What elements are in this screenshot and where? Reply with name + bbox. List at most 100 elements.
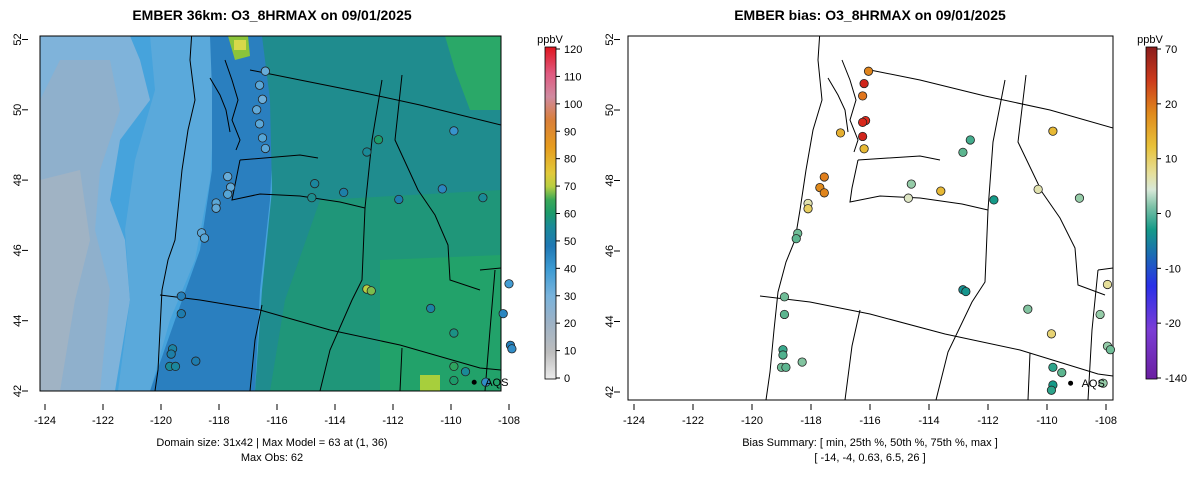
bias-station-marker (1048, 126, 1058, 136)
left-panel: EMBER 36km: O3_8HRMAX on 09/01/2025 (12, 7, 582, 464)
y-tick-label: 52 (12, 33, 24, 45)
bias-station-marker (819, 172, 829, 182)
left-boundaries (154, 36, 501, 391)
colorbar-tick-label: 70 (1165, 44, 1177, 56)
x-tick-label: -112 (977, 415, 998, 427)
obs-station-marker (366, 286, 376, 296)
inland-blue-field (150, 36, 275, 391)
coastline (154, 36, 196, 391)
obs-station-marker (255, 119, 265, 129)
right-x-axis: -124 -122 -120 -118 -116 -114 -112 -110 -108 (623, 404, 1117, 427)
y-tick-label: 44 (604, 315, 616, 327)
obs-station-marker (223, 189, 233, 199)
obs-station-marker (394, 194, 404, 205)
colorbar-tick-label: 10 (1165, 154, 1177, 166)
wy-border (479, 267, 501, 271)
inner-coast (841, 59, 859, 153)
colorbar-tick-label: 10 (564, 346, 576, 358)
left-footer-line1: Domain size: 31x42 | Max Model = 63 at (… (156, 437, 387, 449)
left-colorbar-unit: ppbV (537, 34, 563, 46)
bias-station-marker (858, 117, 868, 127)
obs-station-marker (339, 187, 349, 198)
aqs-label: AQS (485, 377, 508, 389)
obs-station-marker (449, 361, 459, 371)
wa-or-border (231, 159, 366, 209)
bias-station-marker (1048, 362, 1058, 372)
x-tick-label: -124 (34, 415, 56, 427)
colorbar-tick-label: -20 (1165, 318, 1181, 330)
colorbar-tick-label: 110 (564, 71, 582, 83)
colorbar-tick-label: 20 (1165, 99, 1177, 111)
y-tick-label: 52 (604, 33, 616, 45)
obs-station-marker (449, 328, 459, 338)
bias-station-marker (1046, 385, 1057, 395)
x-tick-label: -122 (682, 415, 704, 427)
y-tick-label: 42 (12, 385, 24, 397)
obs-station-marker (498, 309, 508, 319)
right-plot-frame (627, 35, 1114, 401)
x-tick-label: -108 (498, 415, 520, 427)
colorbar-tick-label: 100 (564, 99, 582, 111)
obs-station-marker (176, 309, 186, 319)
colorbar-tick-label: 120 (564, 44, 582, 56)
obs-station-marker (176, 291, 186, 301)
peak-cell-south (420, 375, 440, 391)
bias-station-marker (779, 292, 790, 302)
x-tick-label: -120 (150, 415, 172, 427)
left-panel-title: EMBER 36km: O3_8HRMAX on 09/01/2025 (132, 7, 412, 23)
province-border (869, 69, 1113, 129)
bias-station-marker (903, 193, 913, 203)
obs-station-marker (211, 203, 221, 213)
left-plot-frame (39, 35, 502, 392)
wa-or-border (849, 159, 989, 211)
colorbar-tick-label: -10 (1165, 263, 1181, 275)
bias-station-marker (779, 309, 790, 320)
colorbar-tick-label: 80 (564, 154, 576, 166)
island-coast (209, 77, 231, 133)
aqs-station-dot (471, 379, 477, 385)
y-tick-label: 50 (12, 104, 24, 116)
obs-station-marker (166, 349, 176, 359)
bias-station-marker (989, 195, 999, 205)
bias-station-marker (961, 286, 971, 297)
bias-station-marker (859, 78, 869, 89)
id-border (935, 79, 1006, 400)
y-tick-label: 46 (12, 244, 24, 256)
ut-border (399, 347, 403, 391)
obs-station-marker (478, 193, 488, 203)
obs-station-marker (373, 135, 384, 145)
left-x-axis: -124 -122 -120 -118 -116 -114 -112 -110 -108 (34, 404, 520, 427)
y-tick-label: 50 (604, 104, 616, 116)
bias-station-marker (1095, 309, 1105, 320)
right-panel-title: EMBER bias: O3_8HRMAX on 09/01/2025 (734, 7, 1006, 23)
ut-border (1027, 352, 1031, 400)
mt-id-border (1017, 74, 1106, 296)
x-tick-label: -122 (92, 415, 114, 427)
right-colorbar-unit: ppbV (1137, 34, 1163, 46)
right-colorbar (1145, 46, 1158, 380)
northeast-green-field (445, 36, 501, 110)
x-tick-label: -114 (324, 415, 345, 427)
id-border (319, 79, 383, 391)
obs-station-marker (481, 377, 491, 387)
x-tick-label: -118 (208, 415, 229, 427)
obs-station-marker (460, 367, 471, 377)
wy-east-border (484, 269, 496, 391)
aqs-label: AQS (1082, 378, 1105, 390)
y-tick-label: 48 (12, 174, 24, 186)
bias-station-marker (803, 204, 813, 214)
colorbar-tick-label: 30 (564, 291, 576, 303)
bias-station-marker (1023, 304, 1033, 314)
y-tick-label: 48 (604, 174, 616, 186)
wy-east-border (1087, 269, 1099, 400)
bias-station-marker (797, 357, 807, 367)
bias-station-marker (835, 128, 846, 138)
ocean-field-farthest (40, 170, 90, 391)
right-boundaries (759, 36, 1113, 400)
obs-station-marker (426, 303, 436, 314)
obs-station-marker (252, 105, 262, 115)
nv-ca-border (249, 304, 263, 391)
bias-station-marker (1074, 193, 1085, 203)
nv-ca-border (844, 309, 861, 400)
bias-station-marker (1105, 345, 1116, 355)
